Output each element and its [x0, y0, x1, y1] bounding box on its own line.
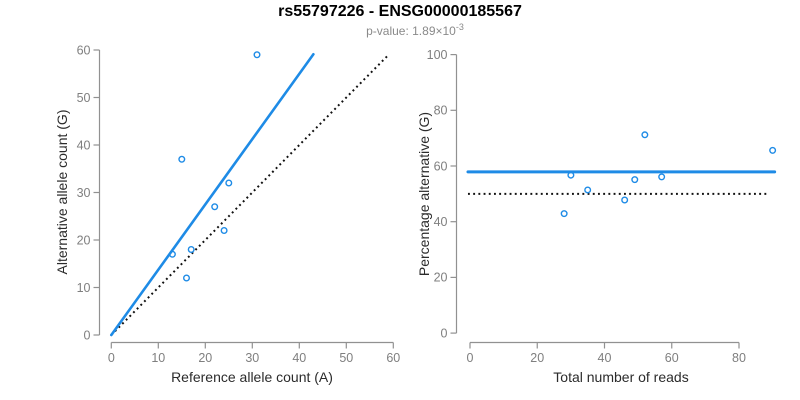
data-point: [178, 155, 186, 163]
data-point: [225, 179, 233, 187]
plot-subtitle: p-value: 1.89×10-3: [15, 22, 800, 38]
data-point: [253, 51, 261, 59]
x-tick-label: 30: [245, 351, 259, 365]
data-point: [641, 131, 649, 139]
y-tick-label: 60: [77, 43, 91, 57]
y-tick-label: 60: [434, 159, 448, 173]
y-tick-label: 10: [77, 281, 91, 295]
data-point: [211, 203, 219, 211]
right-plot-y-axis-label: Percentage alternative (G): [416, 111, 432, 277]
y-tick-label: 80: [434, 104, 448, 118]
y-tick-label: 20: [434, 271, 448, 285]
x-tick-label: 0: [108, 351, 115, 365]
pvalue-text: p-value: 1.89×10: [366, 24, 456, 38]
x-tick-label: 20: [198, 351, 212, 365]
data-point: [182, 274, 190, 282]
left-plot-x-axis-label: Reference allele count (A): [171, 369, 333, 385]
x-tick-label: 40: [598, 351, 612, 365]
y-tick-label: 40: [77, 138, 91, 152]
data-point: [584, 186, 592, 194]
y-tick-label: 30: [77, 186, 91, 200]
y-tick-label: 0: [84, 328, 91, 342]
x-tick-label: 10: [151, 351, 165, 365]
y-tick-label: 100: [427, 48, 448, 62]
fit-line: [110, 52, 315, 337]
x-tick-label: 80: [732, 351, 746, 365]
data-point: [560, 210, 568, 218]
right-plot: 0 20 40 60 80 100 0 20 40 60 80: [427, 48, 777, 365]
x-tick-label: 50: [339, 351, 353, 365]
data-point: [621, 196, 629, 204]
x-tick-label: 40: [292, 351, 306, 365]
x-tick-label: 20: [530, 351, 544, 365]
y-tick-label: 50: [77, 91, 91, 105]
x-tick-label: 0: [467, 351, 474, 365]
data-point: [631, 176, 639, 184]
data-point: [769, 146, 777, 154]
left-plot-y-axis-label: Alternative allele count (G): [54, 109, 70, 275]
y-tick-label: 20: [77, 233, 91, 247]
right-plot-x-axis-label: Total number of reads: [553, 369, 689, 385]
left-plot: 0 10 20 30 40 50 60 0 10 20 30 40 50 60: [77, 43, 401, 365]
identity-line: [110, 54, 390, 336]
data-point: [187, 245, 195, 253]
pvalue-exponent: -3: [455, 22, 464, 32]
data-point: [168, 250, 176, 258]
x-tick-label: 60: [386, 351, 400, 365]
data-point: [658, 173, 666, 181]
data-point: [220, 226, 228, 234]
y-tick-label: 40: [434, 215, 448, 229]
plot-title: rs55797226 - ENSG00000185567: [278, 3, 522, 20]
y-tick-label: 0: [441, 326, 448, 340]
x-tick-label: 60: [665, 351, 679, 365]
data-point: [567, 171, 575, 179]
